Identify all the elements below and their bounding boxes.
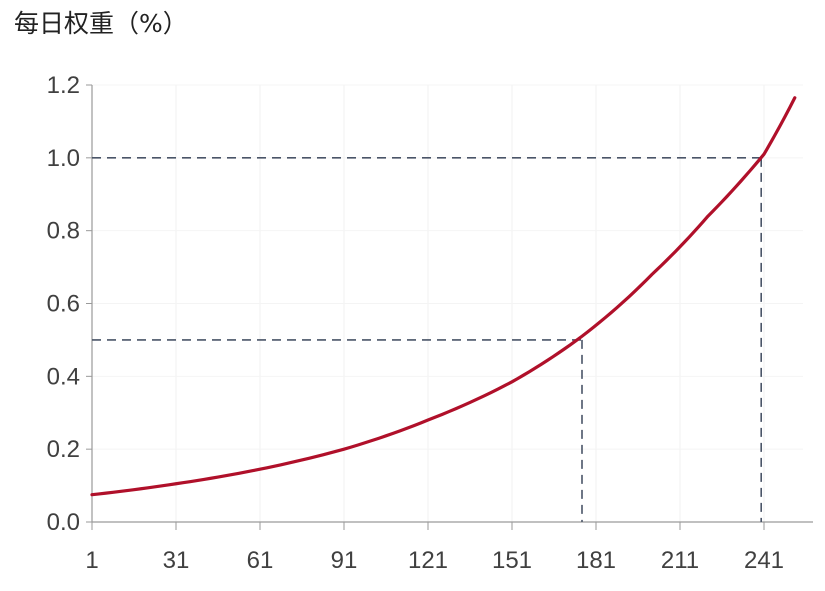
y-tick-label: 1.2 [47,72,80,99]
x-tick-label: 211 [661,547,699,574]
x-tick-label: 151 [492,547,532,574]
y-tick-label: 0.4 [47,363,80,390]
x-tick-label: 91 [331,547,358,574]
y-tick-label: 0.8 [47,218,80,245]
x-tick-label: 181 [576,547,616,574]
x-tick-label: 121 [408,547,448,574]
x-tick-label: 61 [247,547,274,574]
x-tick-label: 241 [744,547,784,574]
grid [91,84,803,522]
y-tick-label: 1.0 [47,145,80,172]
y-tick-label: 0.0 [47,509,80,536]
y-tick-labels: 0.0 0.2 0.4 0.6 0.8 1.0 1.2 [47,72,80,536]
x-tick-label: 1 [85,547,98,574]
chart-title: 每日权重（%） [14,9,188,38]
x-tick-label: 31 [163,547,190,574]
y-tick-label: 0.2 [47,436,80,463]
series-group [90,96,797,497]
x-tick-labels: 1 31 61 91 121 151 181 211 241 [85,547,784,574]
y-tick-label: 0.6 [47,291,80,318]
series-line [90,96,797,497]
axes [86,84,813,530]
reference-lines [92,157,763,522]
